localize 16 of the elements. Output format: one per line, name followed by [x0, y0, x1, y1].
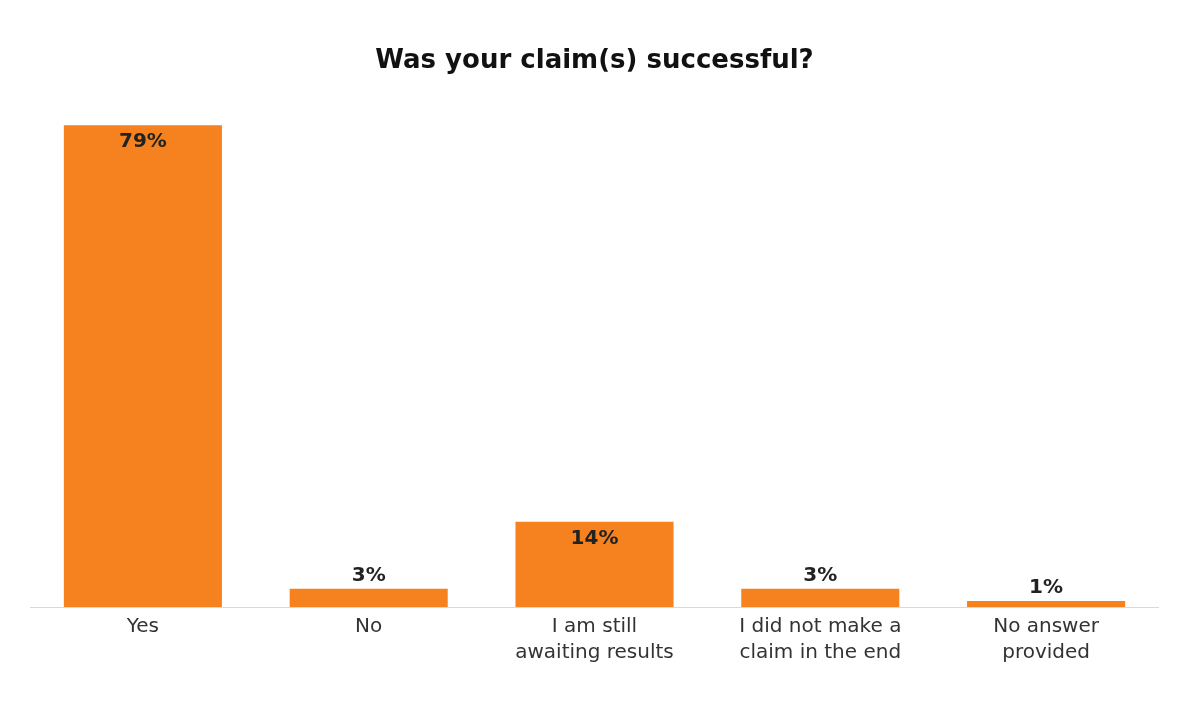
- x-tick-label: No answer provided: [993, 613, 1100, 663]
- data-label: 79%: [118, 128, 167, 153]
- bar: [741, 588, 900, 607]
- x-tick-label: I am still awaiting results: [515, 613, 674, 663]
- data-label: 14%: [570, 524, 619, 549]
- x-tick-label: No: [355, 613, 383, 637]
- bar: [289, 588, 448, 607]
- x-tick-label: Yes: [125, 613, 160, 637]
- bar: [63, 125, 222, 607]
- x-tick-label: I did not make a claim in the end: [739, 613, 902, 663]
- chart-title: Was your claim(s) successful?: [375, 43, 814, 74]
- data-label: 3%: [351, 561, 386, 586]
- data-label: 3%: [803, 561, 838, 586]
- bar: [967, 600, 1126, 607]
- bar: [515, 521, 674, 607]
- data-label: 1%: [1029, 573, 1064, 598]
